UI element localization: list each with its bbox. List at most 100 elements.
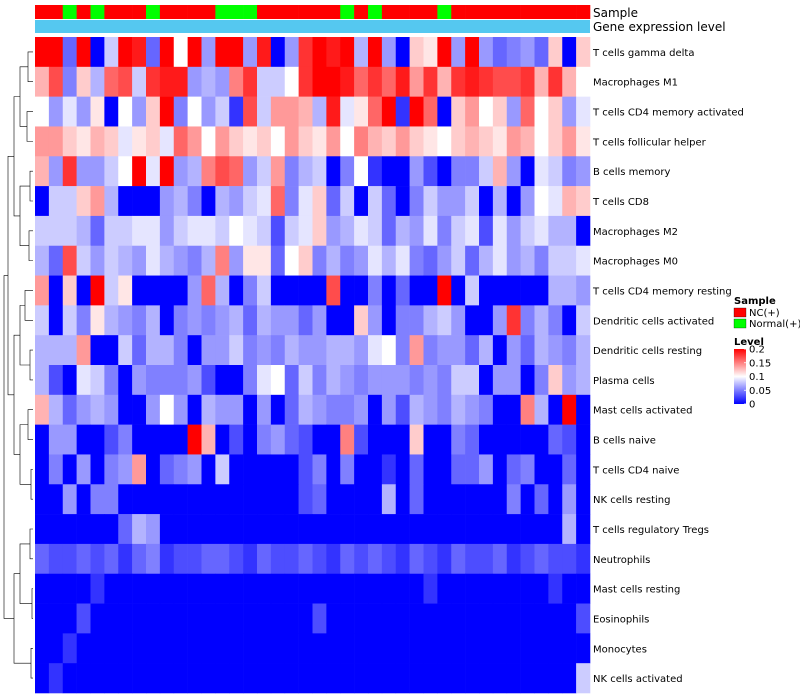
- heatmap-cell: [395, 245, 410, 276]
- heatmap-cell: [354, 394, 369, 425]
- heatmap-cell: [146, 603, 161, 634]
- sample-annotation-cell: [354, 5, 369, 19]
- heatmap-cell: [270, 394, 286, 425]
- heatmap-cell: [173, 663, 188, 694]
- heatmap-cell: [423, 633, 438, 664]
- heatmap-cell: [312, 365, 327, 396]
- heatmap-cell: [48, 66, 64, 97]
- heatmap-cell: [423, 275, 438, 306]
- heatmap-cell: [229, 186, 244, 217]
- heatmap-cell: [368, 484, 383, 515]
- heatmap-cell: [312, 126, 327, 157]
- heatmap-cell: [35, 603, 50, 634]
- heatmap-cell: [312, 305, 327, 336]
- heatmap-cell: [35, 394, 50, 425]
- heatmap-cell: [326, 424, 341, 455]
- heatmap-cell: [520, 424, 535, 455]
- heatmap-cell: [479, 633, 494, 664]
- heatmap-cells: [35, 37, 591, 694]
- heatmap-cell: [76, 365, 91, 396]
- heatmap-cell: [562, 275, 577, 306]
- heatmap-cell: [48, 96, 64, 127]
- heatmap-cell: [548, 186, 563, 217]
- sample-annotation-cell: [270, 5, 286, 19]
- heatmap-cell: [270, 215, 286, 247]
- heatmap-cell: [548, 66, 563, 97]
- heatmap-cell: [298, 603, 313, 634]
- heatmap-cell: [187, 215, 202, 247]
- heatmap-cell: [312, 245, 327, 276]
- heatmap-cell: [257, 514, 272, 545]
- heatmap-cell: [520, 603, 535, 634]
- heatmap-cell: [284, 156, 299, 187]
- heatmap-cell: [326, 305, 341, 336]
- heatmap-cell: [76, 215, 91, 247]
- heatmap-cell: [284, 305, 299, 336]
- heatmap-cell: [270, 514, 286, 545]
- heatmap-cell: [395, 543, 410, 575]
- sample-annotation-cell: [76, 5, 91, 19]
- heatmap-cell: [132, 37, 147, 68]
- heatmap-cell: [381, 633, 397, 664]
- heatmap-cell: [340, 37, 355, 68]
- heatmap-cell: [62, 484, 77, 515]
- heatmap-cell: [62, 514, 77, 545]
- heatmap-cell: [326, 66, 341, 97]
- heatmap-cell: [368, 424, 383, 455]
- sample-annotation-cell: [284, 5, 299, 19]
- heatmap-cell: [146, 484, 161, 515]
- heatmap-cell: [576, 633, 591, 664]
- heatmap-cell: [548, 394, 563, 425]
- dendrogram-branch: [29, 528, 33, 560]
- heatmap-cell: [312, 663, 327, 694]
- heatmap-cell: [534, 37, 549, 68]
- heatmap-cell: [548, 484, 563, 515]
- heatmap-cell: [423, 305, 438, 336]
- heatmap-cell: [229, 245, 244, 276]
- heatmap-cell: [395, 514, 410, 545]
- heatmap-cell: [576, 424, 591, 455]
- row-label: Eosinophils: [593, 614, 649, 625]
- heatmap-cell: [146, 275, 161, 306]
- heatmap-cell: [340, 96, 355, 127]
- heatmap-cell: [534, 424, 549, 455]
- heatmap-cell: [465, 305, 480, 336]
- heatmap-cell: [437, 126, 452, 157]
- heatmap-cell: [173, 215, 188, 247]
- heatmap-cell: [48, 335, 64, 366]
- heatmap-cell: [381, 663, 397, 694]
- heatmap-cell: [492, 275, 508, 306]
- heatmap-cell: [159, 156, 175, 187]
- heatmap-cell: [35, 424, 50, 455]
- heatmap-cell: [534, 454, 549, 485]
- heatmap-cell: [270, 245, 286, 276]
- heatmap-cell: [159, 66, 175, 97]
- heatmap-cell: [104, 573, 119, 604]
- heatmap-cell: [201, 603, 216, 634]
- heatmap-cell: [506, 335, 521, 366]
- heatmap-cell: [562, 126, 577, 157]
- heatmap-cell: [423, 454, 438, 485]
- heatmap-cell: [492, 156, 508, 187]
- heatmap-cell: [201, 394, 216, 425]
- dendrogram-branch: [31, 588, 33, 619]
- heatmap-cell: [187, 484, 202, 515]
- heatmap-cell: [381, 424, 397, 455]
- heatmap-cell: [62, 573, 77, 604]
- heatmap-cell: [243, 305, 258, 336]
- heatmap-cell: [326, 186, 341, 217]
- heatmap-cell: [395, 275, 410, 306]
- heatmap-cell: [173, 365, 188, 396]
- heatmap-cell: [48, 454, 64, 485]
- heatmap-cell: [35, 305, 50, 336]
- heatmap-cell: [229, 66, 244, 97]
- heatmap-cell: [368, 394, 383, 425]
- heatmap-cell: [395, 394, 410, 425]
- heatmap-cell: [576, 543, 591, 575]
- heatmap-cell: [479, 156, 494, 187]
- heatmap-cell: [243, 573, 258, 604]
- heatmap-cell: [201, 514, 216, 545]
- heatmap-cell: [381, 573, 397, 604]
- heatmap-cell: [90, 454, 105, 485]
- heatmap-cell: [381, 365, 397, 396]
